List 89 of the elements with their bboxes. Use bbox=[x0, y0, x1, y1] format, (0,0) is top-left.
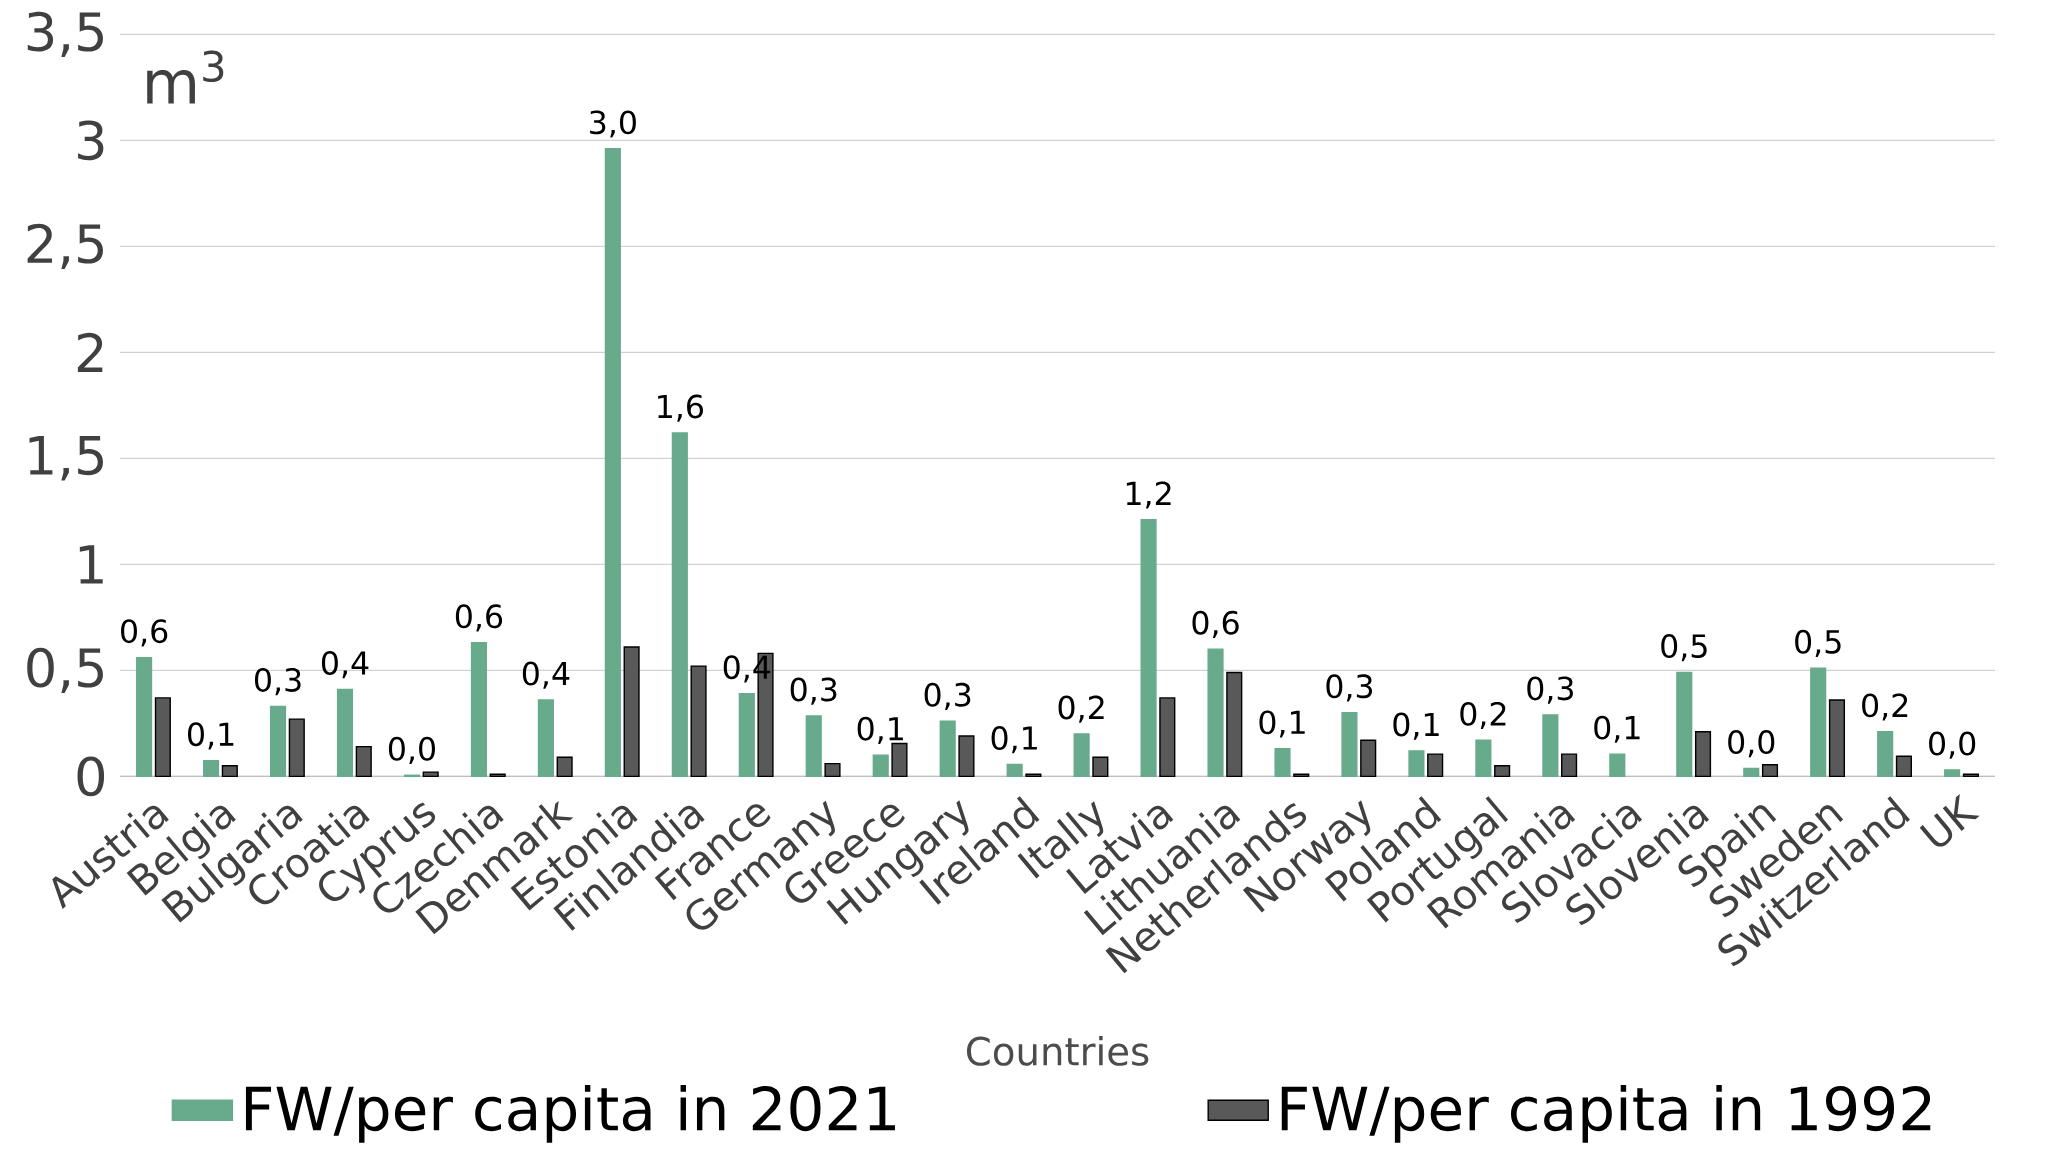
bar bbox=[221, 765, 238, 778]
bar bbox=[136, 657, 153, 778]
data-label: 0,1 bbox=[1259, 710, 1305, 738]
data-label: 0,4 bbox=[321, 651, 369, 679]
data-label: 0,2 bbox=[1460, 702, 1506, 730]
data-label: 0,0 bbox=[388, 737, 436, 765]
data-label: 1,6 bbox=[658, 394, 703, 422]
bar bbox=[1743, 767, 1760, 778]
bar bbox=[154, 697, 171, 778]
bar bbox=[1561, 753, 1578, 778]
y-tick-label: 0,5 bbox=[27, 647, 103, 694]
y-tick-label: 2 bbox=[77, 332, 103, 373]
bar bbox=[1676, 671, 1693, 778]
data-label: 0,5 bbox=[1795, 630, 1841, 658]
data-label: 0,1 bbox=[1594, 715, 1640, 744]
x-axis-title: Countries bbox=[966, 1036, 1149, 1067]
bar bbox=[671, 432, 688, 778]
bar bbox=[805, 715, 822, 778]
y-tick-label: 1 bbox=[79, 545, 103, 584]
bar bbox=[1475, 739, 1492, 778]
bar bbox=[824, 763, 841, 778]
bar bbox=[1073, 733, 1090, 778]
bar bbox=[422, 771, 439, 778]
data-label: 0,6 bbox=[121, 619, 168, 647]
data-label: 0,0 bbox=[1728, 730, 1775, 758]
y-tick-label: 1,5 bbox=[29, 436, 103, 481]
bar bbox=[1092, 756, 1109, 778]
bar bbox=[269, 705, 287, 778]
data-label: 0,3 bbox=[1326, 674, 1373, 702]
bar bbox=[1159, 697, 1176, 778]
bar bbox=[1828, 699, 1846, 778]
y-tick-label: 3,5 bbox=[27, 11, 103, 58]
bar bbox=[1494, 765, 1511, 778]
bar bbox=[872, 754, 889, 778]
bar bbox=[690, 665, 707, 778]
data-label: 0,4 bbox=[522, 661, 570, 689]
bar bbox=[537, 699, 554, 778]
data-label: 0,6 bbox=[1192, 610, 1239, 639]
data-label: 0,1 bbox=[857, 716, 903, 745]
bar bbox=[470, 642, 487, 778]
y-axis-title: m$^{3}$ bbox=[147, 50, 224, 104]
bar bbox=[1140, 519, 1157, 778]
legend-label: FW/per capita in 1992 bbox=[1281, 1085, 1931, 1143]
bar bbox=[1427, 753, 1444, 778]
bar bbox=[556, 756, 573, 778]
x-tick-label: UK bbox=[1919, 794, 1980, 847]
bar bbox=[1810, 667, 1827, 778]
bar bbox=[958, 735, 975, 778]
bar bbox=[355, 746, 372, 778]
bar bbox=[1895, 755, 1913, 778]
data-label: 0,2 bbox=[1862, 693, 1908, 721]
bar bbox=[939, 720, 956, 778]
bar bbox=[1207, 648, 1224, 778]
bar bbox=[1006, 763, 1023, 778]
data-label: 0,2 bbox=[1058, 695, 1104, 723]
data-label: 0,0 bbox=[1929, 731, 1976, 759]
y-tick-label: 0 bbox=[77, 756, 105, 797]
y-tick-label: 3 bbox=[78, 120, 104, 161]
bar bbox=[1542, 714, 1559, 778]
bar bbox=[1274, 748, 1291, 778]
bar bbox=[738, 693, 755, 778]
data-label: 0,3 bbox=[254, 668, 301, 696]
legend-label: FW/per capita in 2021 bbox=[245, 1085, 895, 1143]
bar bbox=[1226, 671, 1243, 778]
bar bbox=[1877, 731, 1894, 778]
data-label: 0,3 bbox=[790, 677, 837, 705]
bar bbox=[1609, 753, 1626, 778]
bar bbox=[1694, 731, 1712, 778]
bar bbox=[1761, 764, 1779, 778]
data-label: 0,5 bbox=[1661, 634, 1707, 662]
bar bbox=[1408, 750, 1425, 778]
data-label: 0,3 bbox=[1527, 676, 1573, 704]
bar bbox=[891, 742, 908, 778]
data-label: 0,1 bbox=[1393, 712, 1439, 740]
bar bbox=[1341, 712, 1358, 778]
y-tick-label: 2,5 bbox=[27, 223, 103, 270]
data-label: 3,0 bbox=[590, 110, 636, 138]
bar bbox=[202, 760, 220, 778]
data-label: 0,1 bbox=[991, 726, 1037, 754]
data-label: 0,3 bbox=[924, 683, 971, 711]
bar bbox=[336, 688, 354, 778]
bar bbox=[1360, 739, 1377, 778]
data-label: 1,2 bbox=[1126, 481, 1171, 509]
data-label: 0,1 bbox=[188, 722, 234, 750]
bar bbox=[623, 646, 640, 778]
bar bbox=[288, 718, 305, 778]
bar bbox=[1944, 769, 1961, 778]
data-label: 0,6 bbox=[455, 604, 503, 632]
bar bbox=[604, 148, 621, 778]
